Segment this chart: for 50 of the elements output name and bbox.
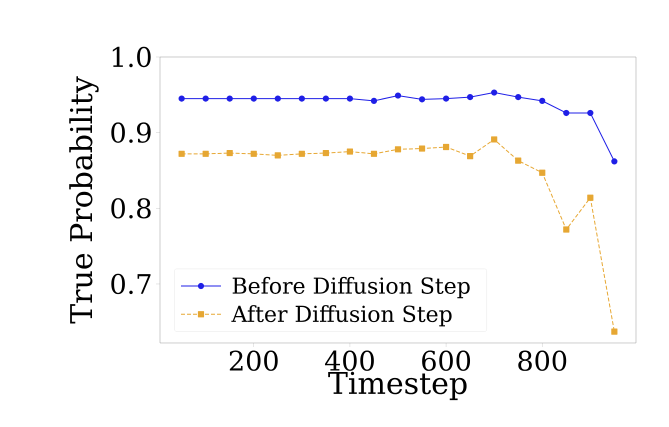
point [274,152,281,158]
x-tick-label: 400 [324,350,374,371]
point [515,158,522,164]
point [298,150,305,157]
point [370,98,378,104]
point [394,146,402,152]
point [250,150,257,157]
point [539,98,546,104]
point [298,96,305,102]
point [515,94,522,100]
y-axis-title: True Probability [69,76,99,324]
point [418,96,426,102]
x-tick-label: 800 [518,350,566,371]
y-tick-label: 1.0 [112,46,151,68]
point [322,96,329,102]
point [250,96,257,102]
point [491,89,498,96]
point [226,96,233,102]
point [467,153,474,160]
point [274,96,281,102]
point [178,150,185,157]
point [539,170,546,176]
legend-label: After Diffusion Step [231,305,452,326]
x-tick-label: 600 [422,350,470,371]
point [563,110,570,116]
x-tick-label: 200 [230,350,278,371]
point [226,150,233,156]
point [587,110,594,116]
x-axis-title: Timestep [328,372,467,400]
point [442,144,450,150]
point [418,145,426,152]
point [563,226,570,233]
y-tick-label: 0.7 [111,274,151,294]
point [587,194,594,201]
point [346,148,354,155]
point [491,136,498,143]
point [322,150,329,156]
y-tick-label: 0.9 [111,122,151,143]
point [611,328,618,335]
point [202,150,209,157]
point [467,94,474,100]
point [394,92,402,99]
point [370,150,378,157]
legend-label: Before Diffusion Step [232,276,470,298]
point [442,96,450,102]
point [202,96,209,102]
y-tick-label: 0.8 [111,198,151,219]
point [346,96,354,102]
point [178,96,185,102]
point [611,158,618,165]
